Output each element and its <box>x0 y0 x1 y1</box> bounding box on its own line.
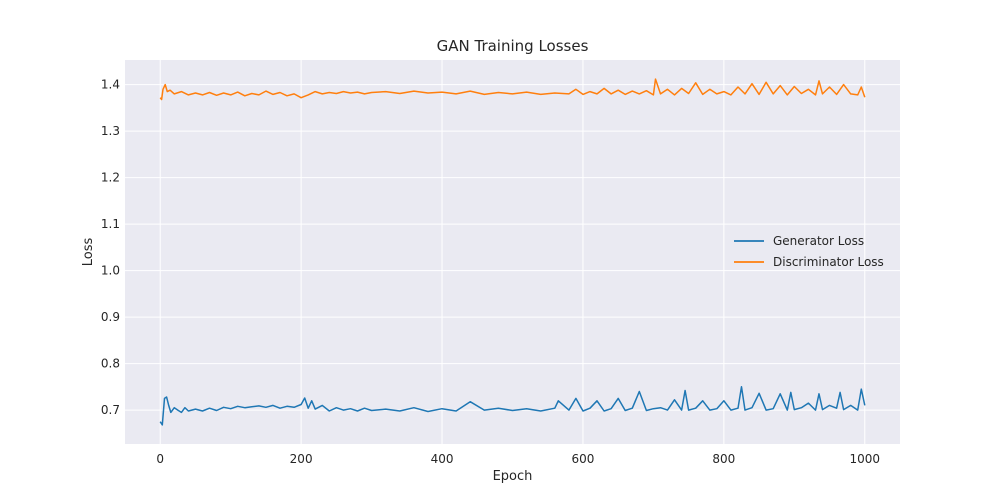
series-line-0 <box>159 386 866 426</box>
y-tick-label: 0.8 <box>101 357 120 371</box>
x-tick-label: 600 <box>572 452 595 466</box>
y-tick-label: 1.3 <box>101 124 120 138</box>
legend-label-0: Generator Loss <box>773 234 864 248</box>
plot-area <box>125 60 900 444</box>
x-tick-label: 400 <box>431 452 454 466</box>
x-tick-label: 0 <box>156 452 164 466</box>
legend-label-1: Discriminator Loss <box>773 255 884 269</box>
y-tick-label: 1.2 <box>101 171 120 185</box>
x-tick-label: 200 <box>290 452 313 466</box>
grid <box>125 60 900 444</box>
y-tick-label: 1.4 <box>101 78 120 92</box>
y-axis-label: Loss <box>81 238 96 267</box>
x-tick-label: 800 <box>712 452 735 466</box>
series-line-1 <box>159 78 866 101</box>
y-tick-label: 0.7 <box>101 403 120 417</box>
series-lines <box>159 78 866 426</box>
x-tick-label: 1000 <box>849 452 880 466</box>
x-tick-labels: 0 200 400 600 800 1000 <box>156 452 880 466</box>
y-tick-labels: 0.7 0.8 0.9 1.0 1.1 1.2 1.3 1.4 <box>101 78 120 417</box>
y-tick-label: 0.9 <box>101 310 120 324</box>
legend: Generator Loss Discriminator Loss <box>734 234 884 269</box>
y-tick-label: 1.1 <box>101 217 120 231</box>
x-axis-label: Epoch <box>493 469 533 484</box>
chart-title: GAN Training Losses <box>437 37 589 55</box>
y-tick-label: 1.0 <box>101 264 120 278</box>
